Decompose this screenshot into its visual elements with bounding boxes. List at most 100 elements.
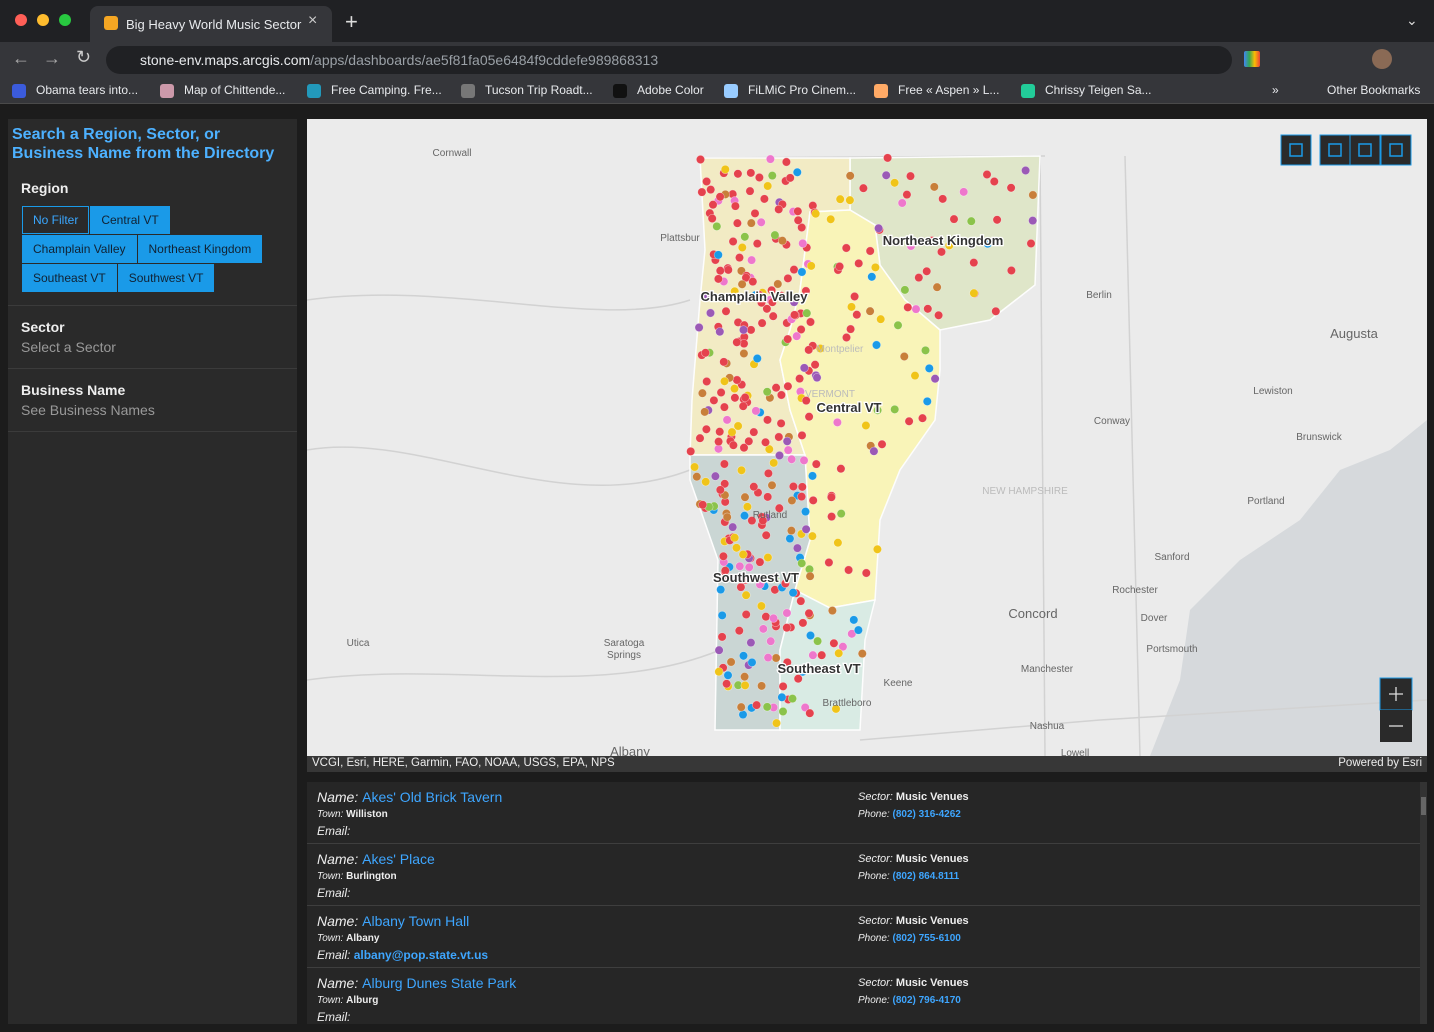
- map-point[interactable]: [738, 325, 748, 335]
- map-point[interactable]: [929, 182, 939, 192]
- extension-icon[interactable]: [1244, 51, 1260, 67]
- region-button[interactable]: Southwest VT: [117, 264, 215, 292]
- map-point[interactable]: [730, 393, 740, 403]
- map-point[interactable]: [865, 306, 875, 316]
- map-point[interactable]: [838, 642, 848, 652]
- map-point[interactable]: [762, 304, 772, 314]
- map-point[interactable]: [695, 433, 705, 443]
- map-point[interactable]: [911, 304, 921, 314]
- map-point[interactable]: [738, 401, 748, 411]
- map-point[interactable]: [748, 277, 758, 287]
- map-point[interactable]: [796, 324, 806, 334]
- map[interactable]: Cornwall Plattsbur Northeast Kingdom Champl…: [307, 119, 1427, 756]
- map-point[interactable]: [715, 266, 725, 276]
- map-point[interactable]: [715, 427, 725, 437]
- map-point[interactable]: [719, 357, 729, 367]
- map-point[interactable]: [701, 477, 711, 487]
- bookmark[interactable]: FiLMiC Pro Cinem...: [748, 83, 857, 97]
- map-point[interactable]: [808, 650, 818, 660]
- map-point[interactable]: [740, 672, 750, 682]
- map-point[interactable]: [765, 154, 775, 164]
- map-point[interactable]: [747, 255, 757, 265]
- map-point[interactable]: [810, 360, 820, 370]
- map-point[interactable]: [768, 311, 778, 321]
- map-point[interactable]: [763, 552, 773, 562]
- map-point[interactable]: [737, 279, 747, 289]
- map-point[interactable]: [923, 304, 933, 314]
- map-point[interactable]: [776, 291, 786, 301]
- map-point[interactable]: [789, 265, 799, 275]
- map-point[interactable]: [1026, 239, 1036, 249]
- map-point[interactable]: [762, 387, 772, 397]
- map-point[interactable]: [793, 206, 803, 216]
- map-point[interactable]: [714, 667, 724, 677]
- map-point[interactable]: [969, 258, 979, 268]
- map-point[interactable]: [778, 681, 788, 691]
- map-point[interactable]: [735, 561, 745, 571]
- map-point[interactable]: [789, 297, 799, 307]
- map-point[interactable]: [746, 638, 756, 648]
- map-point[interactable]: [741, 590, 751, 600]
- map-point[interactable]: [722, 679, 732, 689]
- map-point[interactable]: [873, 405, 883, 415]
- map-point[interactable]: [762, 702, 772, 712]
- map-point[interactable]: [746, 218, 756, 228]
- map-point[interactable]: [777, 692, 787, 702]
- map-point[interactable]: [692, 472, 702, 482]
- map-point[interactable]: [802, 308, 812, 318]
- list-row[interactable]: Name: Alburg Dunes State Park Town: Albur…: [307, 968, 1420, 1024]
- region-button[interactable]: Southeast VT: [22, 264, 117, 292]
- map-point[interactable]: [697, 388, 707, 398]
- map-point[interactable]: [829, 638, 839, 648]
- map-point[interactable]: [732, 337, 742, 347]
- map-point[interactable]: [982, 170, 992, 180]
- map-point[interactable]: [813, 636, 823, 646]
- map-point[interactable]: [763, 492, 773, 502]
- map-point[interactable]: [782, 608, 792, 618]
- map-point[interactable]: [712, 221, 722, 231]
- map-point[interactable]: [795, 374, 805, 384]
- map-point[interactable]: [740, 575, 750, 585]
- map-point[interactable]: [922, 266, 932, 276]
- region-button[interactable]: Central VT: [90, 206, 170, 234]
- map-point[interactable]: [798, 238, 808, 248]
- map-point[interactable]: [757, 681, 767, 691]
- map-point[interactable]: [723, 265, 733, 275]
- business-select[interactable]: See Business Names: [21, 402, 155, 418]
- map-point[interactable]: [812, 373, 822, 383]
- map-point[interactable]: [910, 371, 920, 381]
- map-point[interactable]: [786, 526, 796, 536]
- map-point[interactable]: [770, 574, 780, 584]
- map-point[interactable]: [787, 454, 797, 464]
- map-point[interactable]: [824, 557, 834, 567]
- map-point[interactable]: [876, 314, 886, 324]
- map-point[interactable]: [924, 363, 934, 373]
- map-point[interactable]: [740, 392, 750, 402]
- map-point[interactable]: [756, 217, 766, 227]
- map-point[interactable]: [759, 194, 769, 204]
- map-point[interactable]: [805, 630, 815, 640]
- map-point[interactable]: [781, 157, 791, 167]
- map-point[interactable]: [774, 503, 784, 513]
- map-point[interactable]: [796, 596, 806, 606]
- map-point[interactable]: [792, 543, 802, 553]
- map-point[interactable]: [733, 169, 743, 179]
- map-point[interactable]: [705, 308, 715, 318]
- map-point[interactable]: [744, 436, 754, 446]
- map-point[interactable]: [782, 657, 792, 667]
- map-point[interactable]: [834, 648, 844, 658]
- map-point[interactable]: [966, 216, 976, 226]
- phone-value[interactable]: (802) 316-4262: [892, 809, 961, 820]
- map-point[interactable]: [768, 613, 778, 623]
- map-point[interactable]: [736, 582, 746, 592]
- map-point[interactable]: [797, 482, 807, 492]
- map-point[interactable]: [869, 446, 879, 456]
- map-point[interactable]: [900, 285, 910, 295]
- tab-menu[interactable]: ⌄: [1406, 12, 1418, 28]
- map-point[interactable]: [877, 439, 887, 449]
- map-point[interactable]: [766, 636, 776, 646]
- map-point[interactable]: [865, 246, 875, 256]
- basemap-button[interactable]: [1380, 134, 1412, 166]
- bookmark[interactable]: Chrissy Teigen Sa...: [1045, 83, 1152, 97]
- map-point[interactable]: [720, 164, 730, 174]
